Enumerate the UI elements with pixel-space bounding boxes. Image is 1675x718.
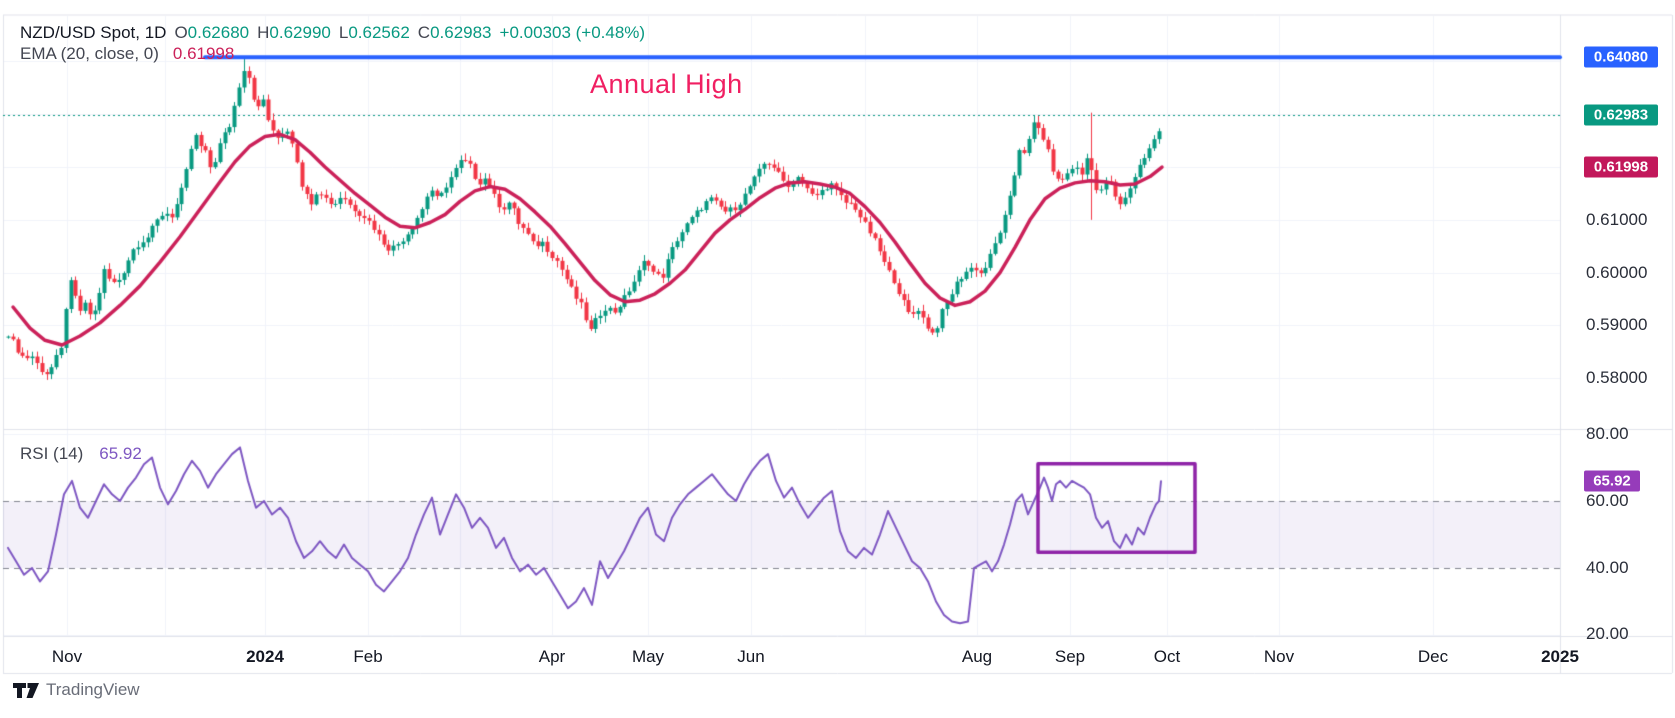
price-axis-label: 0.59000 [1586,315,1648,335]
time-axis-label: Dec [1417,647,1449,666]
time-axis-label: Nov [1263,647,1295,666]
price-badge: 0.62983 [1584,104,1658,126]
rsi-value: 65.92 [99,444,142,463]
brand-text: TradingView [46,680,140,699]
price-badge: 0.64080 [1584,46,1658,68]
change-value: +0.00303 (+0.48%) [499,23,646,42]
time-axis[interactable]: Nov 2024 Feb Apr May Jun Aug Sep Oct Nov Dec 2025 [0,647,1675,673]
rsi-label: RSI (14) [20,444,84,463]
tradingview-logo[interactable]: TradingView [13,680,140,700]
price-axis-label: 0.58000 [1586,368,1648,388]
time-axis-label: Nov [51,647,83,666]
time-axis-label: Apr [538,647,566,666]
ohlc-pair: L0.62562 [338,23,410,42]
time-axis-label: 2024 [246,647,284,666]
ohlc-pair: C0.62983 [417,23,492,42]
rsi-axis-label: 40.00 [1586,558,1629,577]
rsi-legend[interactable]: RSI (14) 65.92 [20,444,142,464]
ohlc-pair: H0.62990 [257,23,331,42]
time-axis-label: Jun [737,647,765,666]
tradingview-mark-icon [13,682,39,698]
time-axis-label: Oct [1153,647,1181,666]
time-axis-label: Aug [961,647,993,666]
rsi-axis-label: 80.00 [1586,424,1629,444]
symbol-legend[interactable]: NZD/USD Spot, 1D O0.62680 H0.62990 L0.6256… [20,23,645,43]
time-axis-label: Feb [353,647,383,666]
ema-legend[interactable]: EMA (20, close, 0) 0.61998 [20,44,234,64]
ema-value: 0.61998 [172,44,235,63]
ohlc-values: O0.62680 H0.62990 L0.62562 C0.62983 [174,23,491,43]
time-axis-label: May [631,647,665,666]
annual-high-annotation[interactable]: Annual High [590,69,743,99]
price-axis-label: 0.60000 [1586,262,1648,282]
price-badge: 0.61998 [1584,156,1658,178]
price-axis-label: 0.61000 [1586,209,1648,229]
rsi-badge: 65.92 [1584,470,1640,492]
symbol-title: NZD/USD Spot, 1D [20,23,167,42]
rsi-axis-label: 20.00 [1586,624,1629,643]
time-axis-label: Sep [1054,647,1086,666]
ema-label: EMA (20, close, 0) [20,44,159,63]
ohlc-pair: O0.62680 [174,23,250,42]
rsi-axis-label: 60.00 [1586,491,1629,510]
time-axis-label: 2025 [1541,647,1579,666]
